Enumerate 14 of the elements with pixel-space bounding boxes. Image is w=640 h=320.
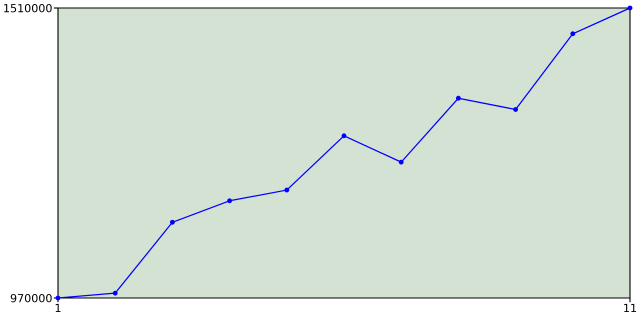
point (628, 6, 632, 10)
y-tick-label: 970000 (10, 294, 52, 302)
point (112, 290, 118, 296)
point (342, 133, 346, 138)
y-tick-label: 1510000 (4, 4, 52, 12)
point (284, 188, 290, 192)
point (227, 198, 232, 204)
point (170, 220, 175, 225)
point (513, 107, 518, 112)
point (398, 160, 404, 165)
x-tick-label: 11 (624, 304, 636, 312)
x-tick-label: 1 (56, 304, 61, 312)
point (570, 31, 576, 36)
point (456, 96, 461, 101)
